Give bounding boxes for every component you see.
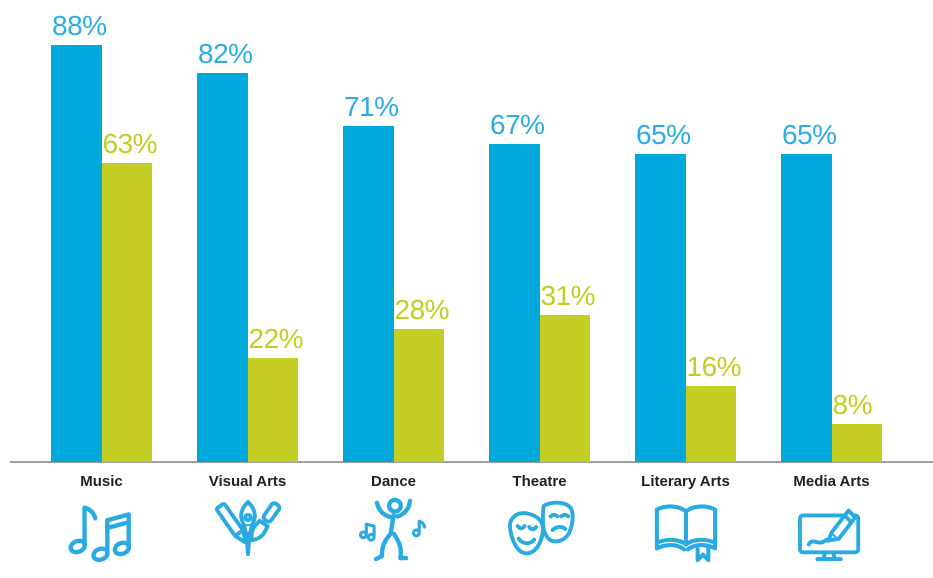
- blue-bar-value-label: 67%: [490, 109, 545, 141]
- bar-pair: 82% 22%: [197, 0, 304, 462]
- green-bar: [831, 424, 882, 462]
- blue-bar-value-label: 82%: [198, 38, 253, 70]
- music-notes-icon: [68, 505, 131, 562]
- blue-bar: [635, 153, 686, 462]
- green-bar: [685, 386, 736, 462]
- group-theatre: 67% 31% Theatre: [489, 0, 596, 562]
- blue-bar: [489, 144, 540, 462]
- green-bar: [247, 357, 298, 462]
- green-bar: [393, 329, 444, 462]
- bar-pair: 88% 63%: [51, 0, 158, 462]
- category-label: Literary Arts: [641, 473, 730, 490]
- category-label: Visual Arts: [208, 473, 287, 490]
- green-bar-value-label: 28%: [394, 294, 450, 326]
- theatre-masks-icon: [507, 500, 575, 556]
- category-label: Music: [80, 473, 123, 490]
- blue-bar: [51, 44, 102, 462]
- blue-bar-value-label: 88%: [52, 9, 107, 41]
- category-label: Media Arts: [793, 473, 870, 490]
- blue-bar-value-label: 65%: [782, 118, 837, 150]
- blue-bar: [343, 125, 394, 462]
- blue-bar-value-label: 71%: [344, 90, 399, 122]
- art-tools-icon: [214, 499, 281, 557]
- bar-pair: 65% 8%: [781, 0, 882, 462]
- open-book-icon: [654, 504, 717, 562]
- green-bar-value-label: 16%: [686, 351, 742, 383]
- bar-pair: 67% 31%: [489, 0, 596, 462]
- green-bar-value-label: 63%: [102, 128, 158, 160]
- bar-pair: 71% 28%: [343, 0, 450, 462]
- category-label: Theatre: [512, 473, 567, 490]
- group-dance: 71% 28% Dance: [343, 0, 450, 562]
- green-bar: [539, 315, 590, 462]
- dancer-icon: [358, 497, 426, 562]
- green-bar: [101, 163, 152, 462]
- green-bar-value-label: 22%: [248, 322, 304, 354]
- category-label: Dance: [370, 473, 417, 490]
- x-axis-line: [10, 461, 933, 463]
- group-media-arts: 65% 8% Media Arts: [781, 0, 882, 562]
- group-literary-arts: 65% 16% Literary Arts: [635, 0, 742, 562]
- blue-bar: [781, 153, 832, 462]
- blue-bar-value-label: 65%: [636, 118, 691, 150]
- green-bar-value-label: 31%: [540, 280, 596, 312]
- bar-pair: 65% 16%: [635, 0, 742, 462]
- group-visual-arts: 82% 22% Visual Arts: [197, 0, 304, 562]
- blue-bar: [197, 73, 248, 462]
- group-music: 88% 63% Music: [51, 0, 158, 562]
- green-bar-value-label: 8%: [832, 389, 873, 421]
- monitor-pencil-icon: [797, 508, 860, 562]
